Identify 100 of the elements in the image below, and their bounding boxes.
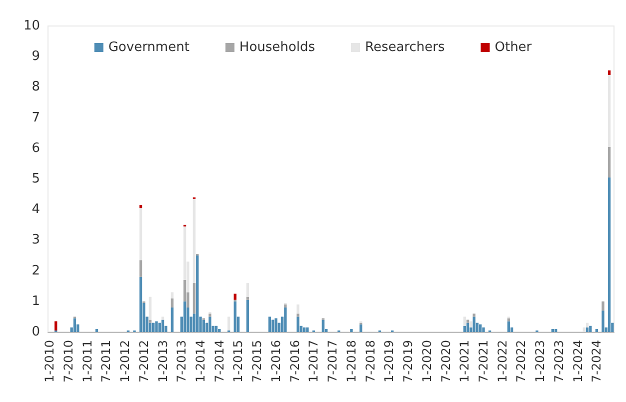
bar [482,327,485,332]
bar [95,328,98,332]
x-tick-label: 1-2016 [268,340,283,383]
x-tick-label: 7-2020 [438,340,453,383]
bar [271,320,274,332]
x-tick-label: 1-2012 [118,340,132,383]
bar [139,260,142,277]
bar [246,300,250,332]
y-tick-label: 4 [32,202,40,218]
y-tick-label: 5 [32,172,40,186]
bar [472,314,476,317]
x-tick-label: 1-2017 [306,340,321,383]
y-tick-label: 3 [32,232,40,248]
x-tick-label: 7-2013 [174,340,189,383]
bar [139,276,142,332]
x-tick-label: 1-2021 [458,340,472,383]
y-tick-label: 1 [32,294,40,309]
x-tick-label: 1-2018 [344,340,358,383]
bar [218,328,221,332]
x-tick-label: 1-2013 [156,340,170,383]
bar [608,70,611,75]
bar [479,324,482,332]
bar [507,318,510,322]
bar [586,327,589,332]
x-tick-label: 7-2012 [136,340,151,383]
x-tick-label: 7-2016 [288,340,302,383]
x-tick-label: 7-2014 [212,340,226,383]
bar [274,318,278,332]
bar [246,296,250,300]
legend-label: Other [494,40,532,55]
bar [284,308,287,332]
bar [234,294,236,300]
bar [551,328,554,332]
bar [234,301,236,332]
x-tick-label: 7-2023 [552,340,566,383]
x-tick-label: 1-2011 [80,340,94,383]
y-tick-label: 10 [23,18,40,34]
bar [602,301,604,311]
x-tick-label: 1-2010 [42,340,57,383]
y-tick-label: 6 [32,140,40,156]
x-tick-label: 7-2019 [401,340,416,383]
x-tick-label: 1-2015 [231,340,246,383]
bar [608,177,611,332]
legend-label: Households [239,40,316,55]
bar [463,326,466,332]
bar [472,316,476,332]
bar [155,321,158,332]
bar [306,327,309,332]
x-tick-label: 7-2022 [514,340,528,383]
bar [302,327,306,332]
x-tick-label: 7-2011 [99,340,114,383]
bar [170,298,174,308]
bar [322,320,324,332]
bar [208,314,212,317]
x-tick-label: 1-2020 [420,340,434,383]
y-tick-label: 8 [32,80,40,95]
bar [466,320,470,323]
legend-label: Researchers [364,40,445,55]
bar [139,205,142,208]
bar [54,321,58,330]
x-tick-label: 7-2024 [590,340,604,383]
bar [602,310,604,332]
bar [554,328,558,332]
bar [192,198,196,284]
x-tick-label: 7-2010 [61,340,76,383]
bar [608,146,611,178]
x-tick-label: 7-2017 [326,340,340,383]
bar [296,314,300,317]
bar [196,256,199,332]
x-tick-label: 7-2021 [476,340,491,383]
bar [360,324,362,332]
bar [192,283,196,314]
y-tick-label: 0 [32,324,40,340]
bar [507,321,510,332]
x-tick-label: 1-2014 [194,340,208,383]
bar [208,316,212,332]
x-tick-label: 1-2019 [382,340,396,383]
legend-label: Government [108,40,190,55]
bar [161,320,164,332]
bar [183,301,186,332]
bar [161,316,164,320]
bar [296,316,300,332]
bar [470,321,472,328]
bar [350,328,353,332]
bar [170,308,174,332]
bar [595,328,598,332]
x-tick-label: 7-2018 [363,340,378,383]
x-tick-label: 1-2022 [495,340,510,383]
bar [73,318,76,332]
bar [466,322,470,332]
bar [463,316,466,326]
bar [589,326,592,332]
bar [148,320,152,323]
y-tick-label: 2 [32,263,40,278]
y-tick-label: 9 [32,49,40,64]
bar [202,320,205,332]
bar [158,322,161,332]
bar [152,322,155,332]
bar [268,316,272,332]
x-tick-label: 1-2024 [570,340,585,383]
